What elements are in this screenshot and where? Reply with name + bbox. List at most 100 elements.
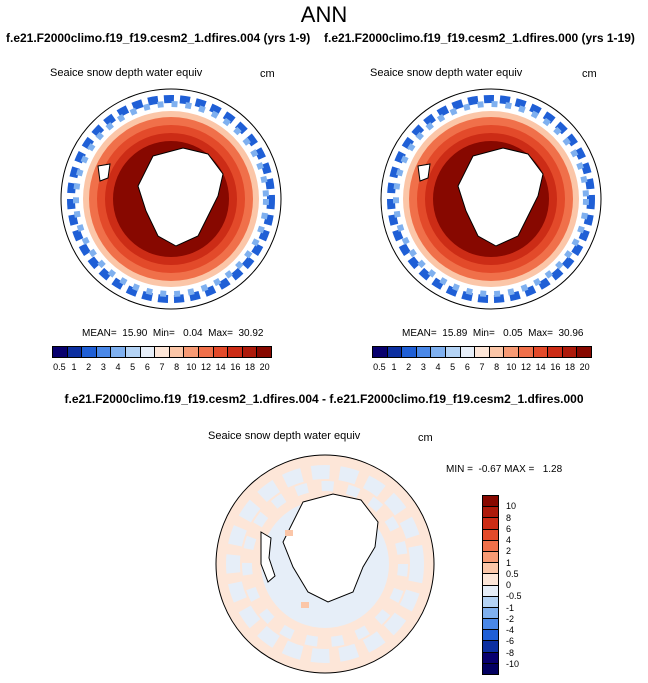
panel2-colorbar-tick-label: 18 (564, 362, 576, 372)
panel1-colorbar-swatch (53, 347, 68, 357)
panel1-variable-label: Seaice snow depth water equiv (50, 67, 203, 79)
panel2-stats: MEAN= 15.89 Min= 0.05 Max= 30.96 (402, 328, 584, 339)
diff-colorbar-tick-label: 0.5 (506, 568, 519, 579)
diff-colorbar-swatch (483, 551, 498, 564)
panel2-colorbar-swatch (416, 347, 432, 357)
panel1-colorbar-swatch (111, 347, 126, 357)
panel2-colorbar-swatch (431, 347, 446, 357)
diff-colorbar-swatch (483, 563, 498, 575)
panel2-colorbar-swatch (460, 347, 476, 357)
panel2-colorbar-swatch (489, 347, 505, 357)
diff-colorbar-swatch (483, 663, 498, 674)
panel2-variable-label: Seaice snow depth water equiv (370, 67, 523, 79)
diff-colorbar (482, 495, 499, 675)
diff-colorbar-tick-label: -0.5 (506, 591, 522, 602)
panel2-colorbar-swatch (504, 347, 519, 357)
panel2-colorbar-tick-label: 5 (450, 362, 456, 372)
panel1-colorbar-swatch (140, 347, 156, 357)
diff-colorbar-tick-label: -1 (506, 602, 515, 613)
panel2-units-label: cm (582, 68, 597, 80)
panel1-case-title: f.e21.F2000climo.f19_f19.cesm2_1.dfires.… (6, 31, 311, 45)
panel2-colorbar-tick-label: 20 (579, 362, 590, 372)
diff-colorbar-tick-label: -8 (506, 647, 515, 658)
panel2-colorbar-tick-label: 3 (420, 362, 426, 372)
panel2-colorbar-tick-label: 12 (520, 362, 532, 372)
panel1-colorbar (52, 346, 272, 358)
panel2-colorbar-swatch (577, 347, 591, 357)
panel2-colorbar-swatch (445, 347, 461, 357)
panel1-colorbar-swatch (96, 347, 112, 357)
panel2-colorbar-swatch (402, 347, 417, 357)
panel1-colorbar-tick-label: 8 (174, 362, 180, 372)
panel2-colorbar-tick-label: 1 (391, 362, 397, 372)
diff-colorbar-tick-label: 4 (506, 535, 512, 545)
panel2-case-title: f.e21.F2000climo.f19_f19.cesm2_1.dfires.… (324, 31, 635, 45)
diff-colorbar-swatch (483, 507, 498, 519)
diff-colorbar-swatch (483, 529, 498, 541)
panel2-colorbar-swatch (562, 347, 578, 357)
diff-colorbar-swatch (483, 652, 498, 664)
panel1-stats: MEAN= 15.90 Min= 0.04 Max= 30.92 (82, 328, 264, 339)
diff-colorbar-tick-label: -4 (506, 625, 515, 635)
panel1-colorbar-tick-label: 4 (115, 362, 121, 372)
panel1-colorbar-swatch (184, 347, 199, 357)
panel2-colorbar-tick-label: 14 (535, 362, 546, 372)
diff-colorbar-swatch (483, 641, 498, 653)
panel1-colorbar-tick-label: 2 (86, 362, 92, 372)
panel1-colorbar-swatch (125, 347, 141, 357)
diff-colorbar-swatch (483, 585, 498, 597)
diff-colorbar-swatch (483, 540, 498, 552)
panel1-colorbar-tick-label: 7 (159, 362, 165, 372)
panel2-colorbar-tick-label: 8 (494, 362, 500, 372)
panel2-colorbar-swatch (533, 347, 549, 357)
panel1-colorbar-swatch (155, 347, 170, 357)
panel1-colorbar-tick-label: 10 (186, 362, 197, 372)
diff-colorbar-tick-label: -10 (506, 658, 520, 669)
panel1-colorbar-tick-label: 16 (230, 362, 241, 372)
panel1-colorbar-tick-label: 20 (259, 362, 270, 372)
panel1-units-label: cm (260, 68, 275, 80)
panel2-colorbar-swatch (548, 347, 563, 357)
panel1-colorbar-tick-label: 6 (144, 362, 150, 372)
panel2-colorbar-tick-label: 16 (550, 362, 561, 372)
diff-colorbar-swatch (483, 518, 498, 530)
panel1-colorbar-tick-label: 12 (200, 362, 212, 372)
panel1-colorbar-tick-label: 3 (100, 362, 106, 372)
panel2-colorbar-tick-label: 2 (406, 362, 412, 372)
panel2-colorbar-swatch (518, 347, 534, 357)
panel1-colorbar-tick-label: 0.5 (53, 362, 66, 372)
diff-colorbar-tick-label: 8 (506, 512, 512, 523)
panel1-colorbar-tick-label: 5 (130, 362, 136, 372)
panel2-colorbar-tick-label: 0.5 (373, 362, 386, 372)
diff-polar-map (215, 454, 435, 674)
panel2-colorbar-swatch (387, 347, 403, 357)
diff-colorbar-swatch (483, 574, 498, 586)
panel1-colorbar-tick-label: 14 (215, 362, 226, 372)
diff-colorbar-swatch (483, 619, 498, 631)
diff-colorbar-swatch (483, 607, 498, 620)
diff-variable-label: Seaice snow depth water equiv (208, 430, 361, 442)
diff-colorbar-tick-label: 6 (506, 523, 512, 534)
diff-units-label: cm (418, 432, 433, 444)
panel1-colorbar-tick-label: 18 (244, 362, 256, 372)
panel1-colorbar-swatch (242, 347, 258, 357)
panel2-colorbar (372, 346, 592, 358)
panel1-polar-map (60, 88, 282, 310)
diff-colorbar-tick-label: 10 (506, 501, 517, 512)
panel1-colorbar-swatch (198, 347, 214, 357)
panel2-colorbar-tick-label: 10 (506, 362, 517, 372)
diff-colorbar-tick-label: 0 (506, 580, 512, 590)
panel1-colorbar-swatch (82, 347, 97, 357)
diff-colorbar-swatch (483, 496, 498, 508)
panel1-colorbar-swatch (67, 347, 83, 357)
diff-colorbar-tick-label: -2 (506, 613, 515, 624)
panel2-colorbar-tick-label: 7 (479, 362, 485, 372)
panel1-colorbar-swatch (228, 347, 243, 357)
panel1-colorbar-swatch (169, 347, 185, 357)
panel1-colorbar-swatch (213, 347, 229, 357)
panel2-colorbar-tick-label: 4 (435, 362, 441, 372)
panel2-colorbar-swatch (475, 347, 490, 357)
panel2-colorbar-swatch (373, 347, 388, 357)
diff-stats: MIN = -0.67 MAX = 1.28 (446, 464, 563, 475)
panel1-colorbar-swatch (257, 347, 271, 357)
